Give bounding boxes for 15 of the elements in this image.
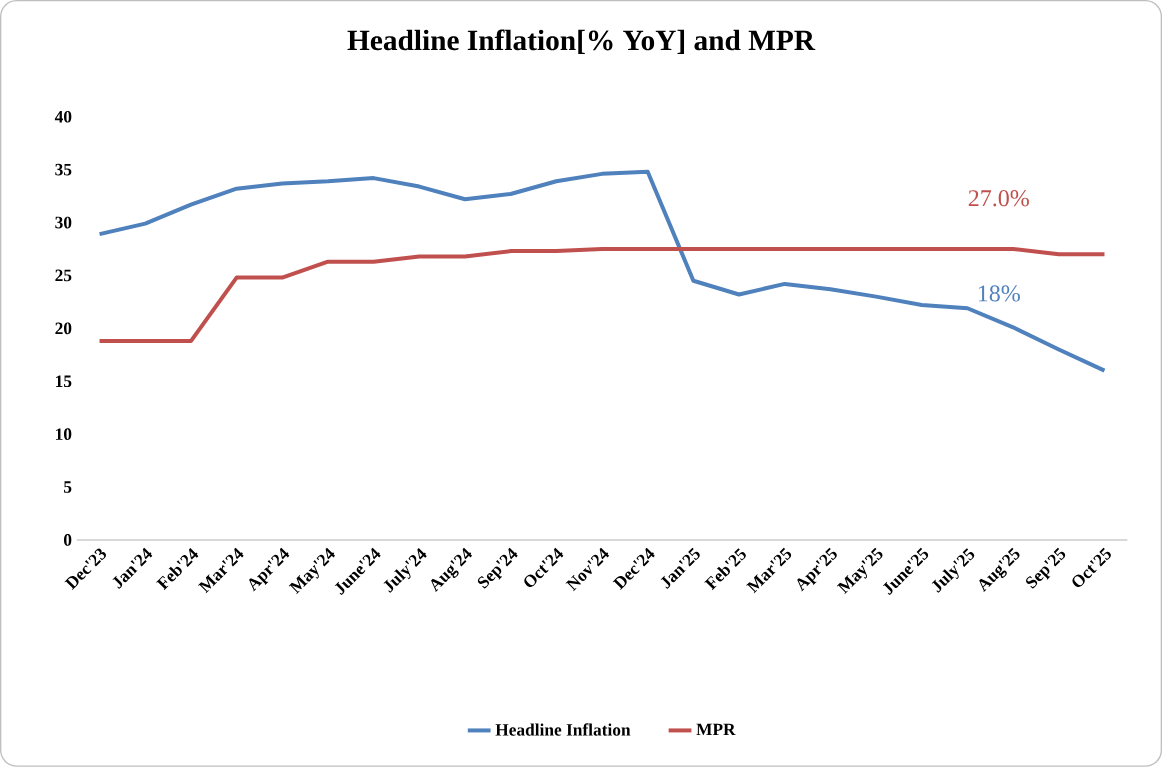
- annotation: 18%: [978, 285, 1020, 302]
- legend-label: Headline Inflation: [495, 723, 631, 736]
- chart-title: Headline Inflation[% YoY] and MPR: [347, 29, 816, 55]
- y-tick-label: 30: [55, 216, 72, 229]
- legend-label: MPR: [696, 723, 736, 736]
- y-tick-label: 35: [55, 163, 72, 176]
- y-tick-label: 40: [54, 110, 72, 123]
- annotation: 27.0%: [968, 190, 1029, 207]
- y-tick-label: 20: [55, 322, 72, 335]
- y-tick-label: 15: [56, 375, 72, 388]
- y-tick-label: 5: [64, 481, 72, 493]
- y-tick-label: 0: [64, 534, 72, 546]
- y-tick-label: 10: [56, 428, 72, 441]
- y-tick-label: 25: [55, 269, 72, 282]
- line-series: [97, 169, 1107, 373]
